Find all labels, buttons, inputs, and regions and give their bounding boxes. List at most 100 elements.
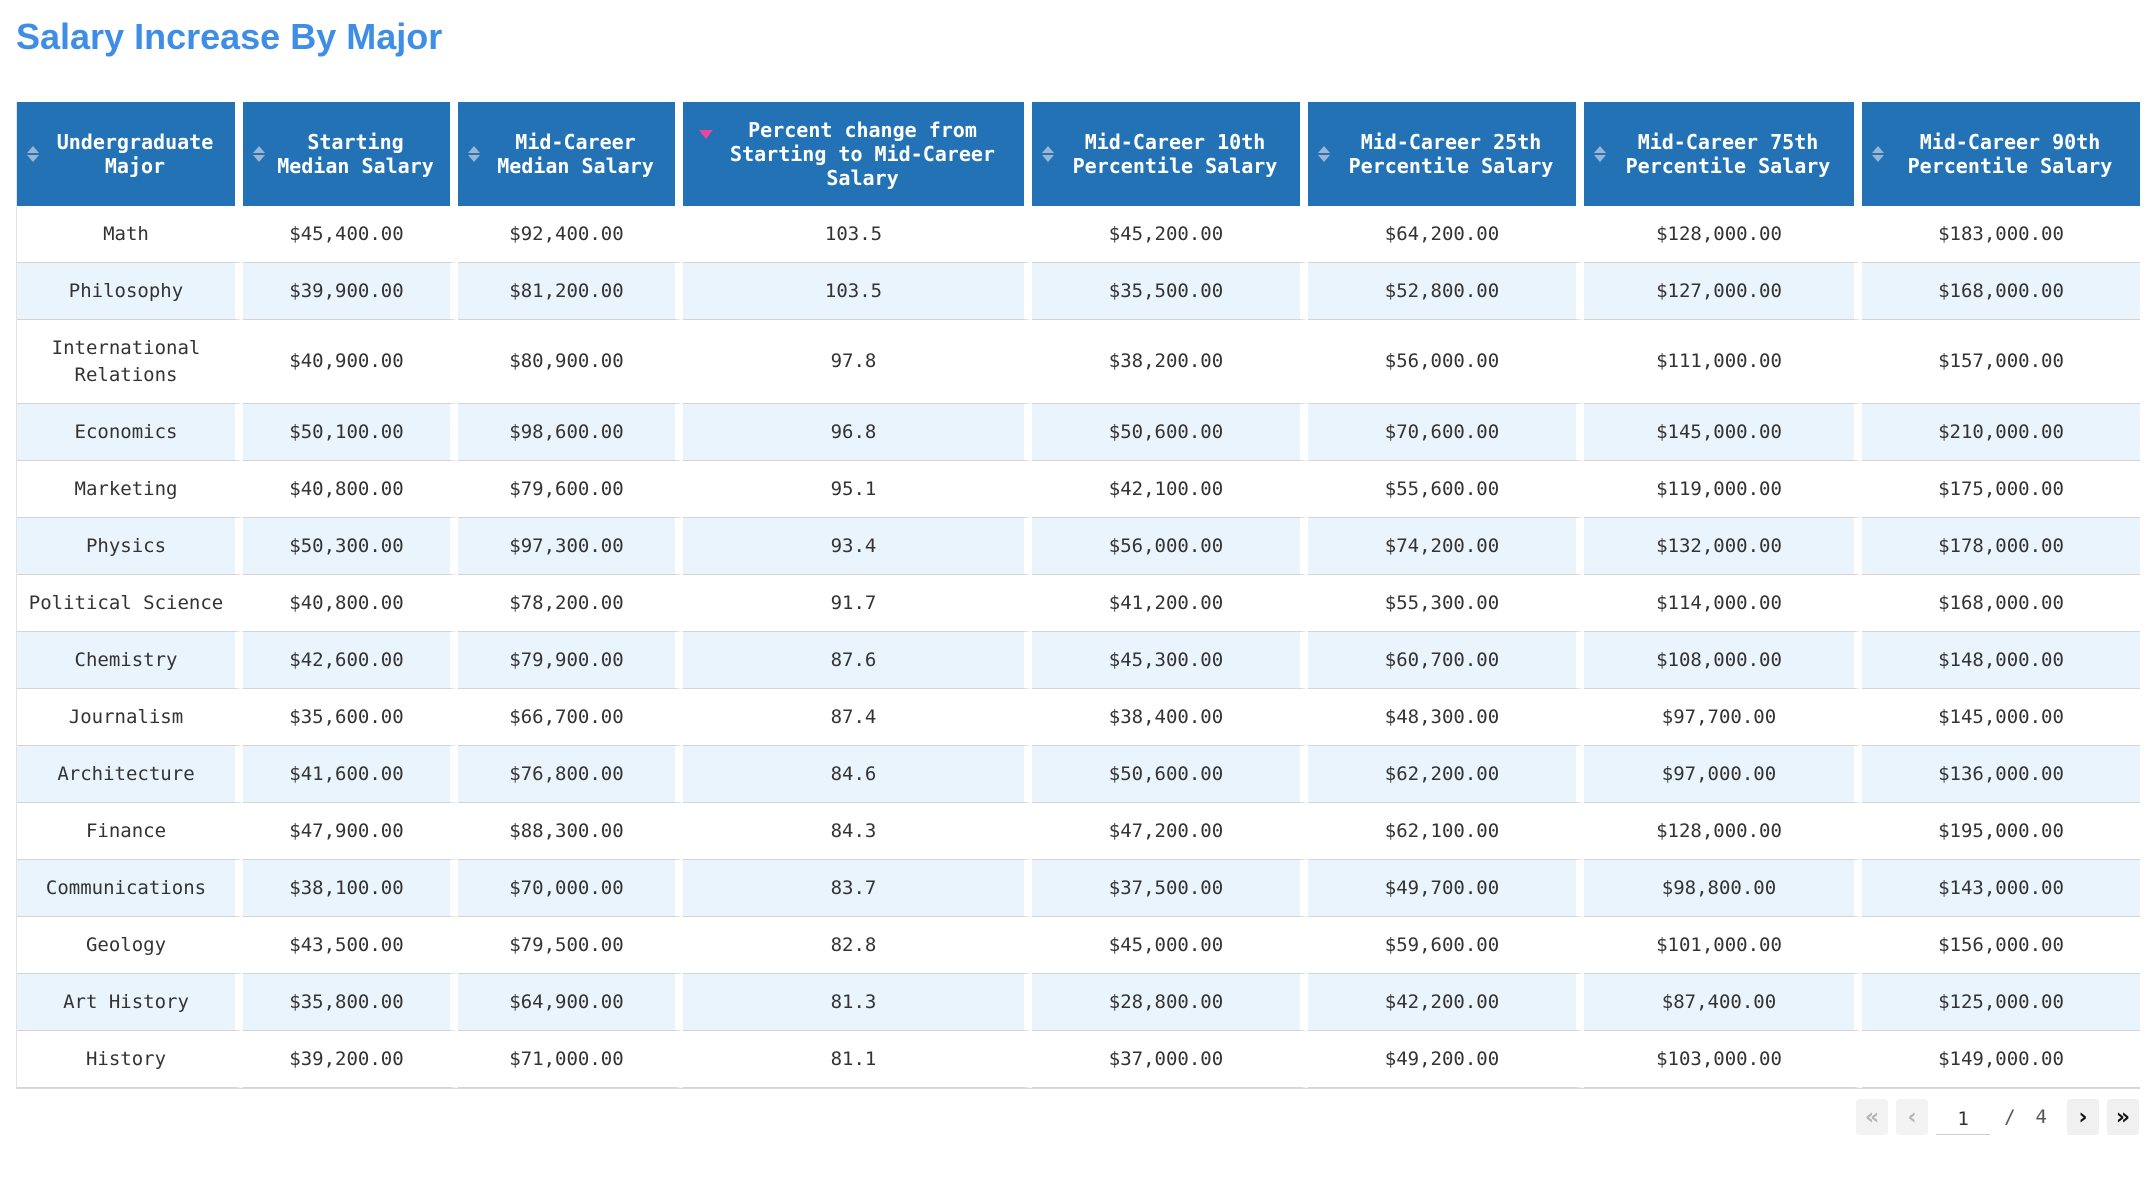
last-page-icon[interactable]: » xyxy=(2107,1099,2139,1135)
cell-90th-percentile: $143,000.00 xyxy=(1862,860,2140,917)
cell-starting-median: $39,200.00 xyxy=(243,1031,458,1088)
cell-10th-percentile: $45,000.00 xyxy=(1032,917,1308,974)
cell-percent-change: 95.1 xyxy=(683,461,1032,518)
cell-major: Philosophy xyxy=(17,263,243,320)
next-page-icon[interactable]: › xyxy=(2067,1099,2099,1135)
cell-percent-change: 81.1 xyxy=(683,1031,1032,1088)
sort-icon[interactable] xyxy=(27,146,39,162)
cell-90th-percentile: $183,000.00 xyxy=(1862,206,2140,263)
cell-25th-percentile: $55,300.00 xyxy=(1308,575,1584,632)
sort-icon[interactable] xyxy=(1318,146,1330,162)
cell-percent-change: 83.7 xyxy=(683,860,1032,917)
cell-percent-change: 93.4 xyxy=(683,518,1032,575)
cell-starting-median: $38,100.00 xyxy=(243,860,458,917)
column-header-mid-career-75th-percentile[interactable]: Mid-Career 75th Percentile Salary xyxy=(1584,102,1862,206)
cell-mid-career-median: $92,400.00 xyxy=(458,206,683,263)
cell-mid-career-median: $71,000.00 xyxy=(458,1031,683,1088)
table-row: International Relations $40,900.00 $80,9… xyxy=(17,320,2140,404)
cell-10th-percentile: $50,600.00 xyxy=(1032,746,1308,803)
table-row: Journalism $35,600.00 $66,700.00 87.4 $3… xyxy=(17,689,2140,746)
sort-icon[interactable] xyxy=(253,146,265,162)
cell-10th-percentile: $37,000.00 xyxy=(1032,1031,1308,1088)
table-row: Finance $47,900.00 $88,300.00 84.3 $47,2… xyxy=(17,803,2140,860)
cell-90th-percentile: $145,000.00 xyxy=(1862,689,2140,746)
cell-percent-change: 84.6 xyxy=(683,746,1032,803)
cell-mid-career-median: $97,300.00 xyxy=(458,518,683,575)
cell-25th-percentile: $49,200.00 xyxy=(1308,1031,1584,1088)
table-row: History $39,200.00 $71,000.00 81.1 $37,0… xyxy=(17,1031,2140,1088)
cell-25th-percentile: $56,000.00 xyxy=(1308,320,1584,404)
cell-mid-career-median: $70,000.00 xyxy=(458,860,683,917)
cell-25th-percentile: $60,700.00 xyxy=(1308,632,1584,689)
table-row: Communications $38,100.00 $70,000.00 83.… xyxy=(17,860,2140,917)
cell-mid-career-median: $64,900.00 xyxy=(458,974,683,1031)
cell-mid-career-median: $76,800.00 xyxy=(458,746,683,803)
column-header-mid-career-90th-percentile[interactable]: Mid-Career 90th Percentile Salary xyxy=(1862,102,2140,206)
column-header-mid-career-10th-percentile[interactable]: Mid-Career 10th Percentile Salary xyxy=(1032,102,1308,206)
sort-icon[interactable] xyxy=(468,146,480,162)
cell-starting-median: $40,800.00 xyxy=(243,575,458,632)
salary-table: Undergraduate Major Starting Median Sala… xyxy=(16,102,2140,1089)
column-header-percent-change[interactable]: Percent change from Starting to Mid-Care… xyxy=(683,102,1032,206)
cell-75th-percentile: $103,000.00 xyxy=(1584,1031,1862,1088)
cell-major: Communications xyxy=(17,860,243,917)
column-header-mid-career-median-salary[interactable]: Mid-Career Median Salary xyxy=(458,102,683,206)
sort-icon[interactable] xyxy=(1042,146,1054,162)
cell-major: Economics xyxy=(17,404,243,461)
column-header-label: Starting Median Salary xyxy=(277,130,434,178)
cell-75th-percentile: $132,000.00 xyxy=(1584,518,1862,575)
page-number-input[interactable] xyxy=(1936,1099,1991,1135)
cell-mid-career-median: $79,600.00 xyxy=(458,461,683,518)
cell-25th-percentile: $52,800.00 xyxy=(1308,263,1584,320)
sort-icon[interactable] xyxy=(1872,146,1884,162)
cell-90th-percentile: $156,000.00 xyxy=(1862,917,2140,974)
column-header-label: Mid-Career 90th Percentile Salary xyxy=(1907,130,2113,178)
cell-75th-percentile: $114,000.00 xyxy=(1584,575,1862,632)
page-separator: / xyxy=(2004,1106,2016,1128)
cell-starting-median: $40,800.00 xyxy=(243,461,458,518)
cell-90th-percentile: $178,000.00 xyxy=(1862,518,2140,575)
column-header-starting-median-salary[interactable]: Starting Median Salary xyxy=(243,102,458,206)
column-header-label: Percent change from Starting to Mid-Care… xyxy=(730,118,995,190)
column-header-undergraduate-major[interactable]: Undergraduate Major xyxy=(17,102,243,206)
cell-10th-percentile: $38,400.00 xyxy=(1032,689,1308,746)
cell-percent-change: 87.6 xyxy=(683,632,1032,689)
cell-75th-percentile: $101,000.00 xyxy=(1584,917,1862,974)
cell-90th-percentile: $195,000.00 xyxy=(1862,803,2140,860)
cell-75th-percentile: $127,000.00 xyxy=(1584,263,1862,320)
cell-major: History xyxy=(17,1031,243,1088)
cell-25th-percentile: $55,600.00 xyxy=(1308,461,1584,518)
cell-major: Political Science xyxy=(17,575,243,632)
cell-25th-percentile: $74,200.00 xyxy=(1308,518,1584,575)
cell-75th-percentile: $97,000.00 xyxy=(1584,746,1862,803)
cell-25th-percentile: $59,600.00 xyxy=(1308,917,1584,974)
cell-major: Architecture xyxy=(17,746,243,803)
cell-major: Journalism xyxy=(17,689,243,746)
cell-starting-median: $41,600.00 xyxy=(243,746,458,803)
cell-75th-percentile: $87,400.00 xyxy=(1584,974,1862,1031)
table-row: Architecture $41,600.00 $76,800.00 84.6 … xyxy=(17,746,2140,803)
cell-25th-percentile: $62,100.00 xyxy=(1308,803,1584,860)
cell-90th-percentile: $157,000.00 xyxy=(1862,320,2140,404)
cell-mid-career-median: $66,700.00 xyxy=(458,689,683,746)
cell-10th-percentile: $41,200.00 xyxy=(1032,575,1308,632)
cell-starting-median: $45,400.00 xyxy=(243,206,458,263)
cell-90th-percentile: $149,000.00 xyxy=(1862,1031,2140,1088)
cell-10th-percentile: $56,000.00 xyxy=(1032,518,1308,575)
cell-starting-median: $50,100.00 xyxy=(243,404,458,461)
column-header-label: Mid-Career 25th Percentile Salary xyxy=(1348,130,1554,178)
cell-major: International Relations xyxy=(17,320,243,404)
cell-10th-percentile: $38,200.00 xyxy=(1032,320,1308,404)
cell-percent-change: 87.4 xyxy=(683,689,1032,746)
sort-icon[interactable] xyxy=(1594,146,1606,162)
previous-page-icon[interactable]: ‹ xyxy=(1896,1099,1929,1135)
first-page-icon[interactable]: « xyxy=(1856,1099,1889,1135)
cell-10th-percentile: $45,300.00 xyxy=(1032,632,1308,689)
cell-percent-change: 91.7 xyxy=(683,575,1032,632)
sort-descending-icon[interactable] xyxy=(699,130,713,139)
page-title: Salary Increase By Major xyxy=(16,16,443,57)
cell-mid-career-median: $79,900.00 xyxy=(458,632,683,689)
column-header-mid-career-25th-percentile[interactable]: Mid-Career 25th Percentile Salary xyxy=(1308,102,1584,206)
cell-10th-percentile: $28,800.00 xyxy=(1032,974,1308,1031)
cell-25th-percentile: $49,700.00 xyxy=(1308,860,1584,917)
